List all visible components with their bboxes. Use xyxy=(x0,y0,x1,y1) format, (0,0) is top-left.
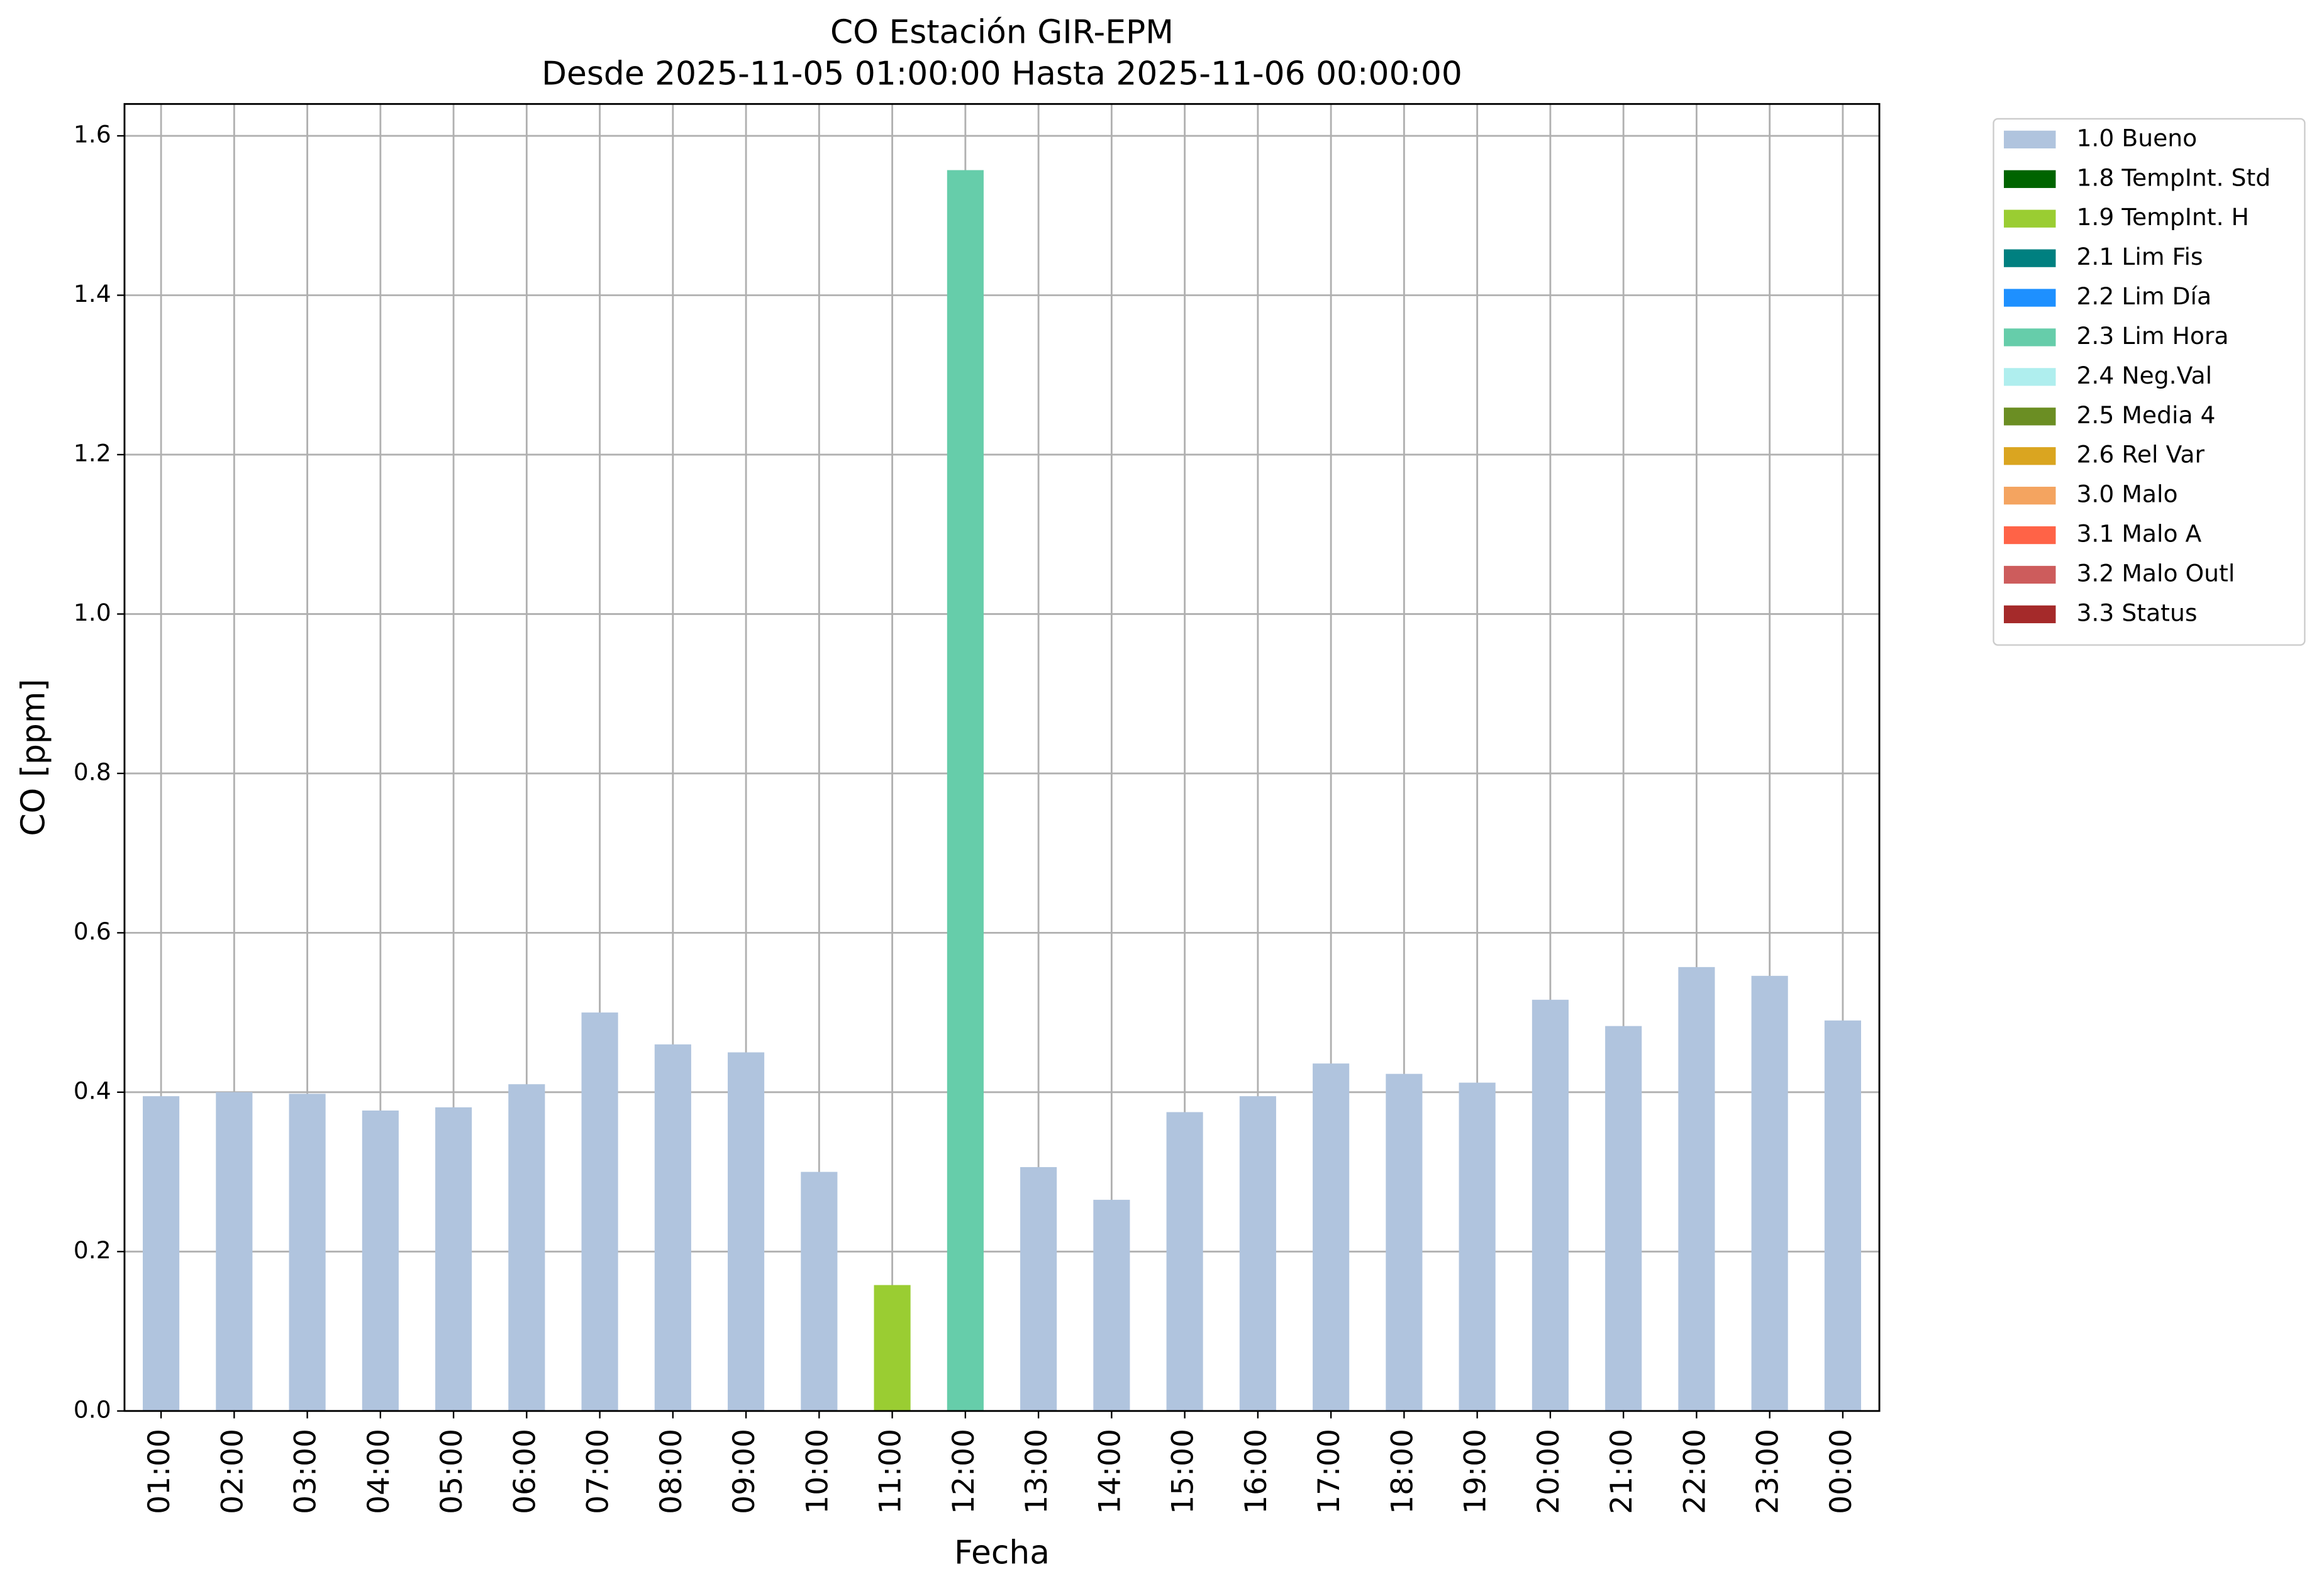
legend-swatch xyxy=(2003,170,2056,188)
y-tick-label: 0.6 xyxy=(74,917,111,945)
legend-swatch xyxy=(2003,209,2056,228)
bar xyxy=(654,1044,691,1411)
legend-swatch xyxy=(2003,249,2056,267)
legend-swatch xyxy=(2003,407,2056,426)
x-tick-label: 15:00 xyxy=(1166,1429,1201,1514)
legend-swatch xyxy=(2003,447,2056,465)
bar xyxy=(1093,1199,1130,1411)
legend-label: 3.1 Malo A xyxy=(2076,520,2201,548)
bar xyxy=(728,1052,765,1411)
x-tick-label: 08:00 xyxy=(654,1429,689,1514)
bar xyxy=(1532,999,1569,1411)
x-tick-label: 11:00 xyxy=(874,1429,908,1514)
chart-title: CO Estación GIR-EPM xyxy=(830,14,1174,52)
x-tick-label: 06:00 xyxy=(508,1429,542,1514)
bar xyxy=(143,1096,180,1411)
bar xyxy=(435,1107,472,1411)
x-tick-label: 16:00 xyxy=(1239,1429,1274,1514)
bar xyxy=(1605,1026,1642,1411)
y-tick-label: 1.2 xyxy=(74,439,111,467)
legend-label: 3.0 Malo xyxy=(2076,480,2177,508)
legend-label: 2.6 Rel Var xyxy=(2076,441,2204,468)
x-tick-label: 17:00 xyxy=(1312,1429,1347,1514)
legend-label: 2.2 Lim Día xyxy=(2076,282,2211,310)
x-tick-label: 00:00 xyxy=(1824,1429,1859,1514)
legend-swatch xyxy=(2003,289,2056,307)
x-tick-label: 10:00 xyxy=(800,1429,835,1514)
x-tick-label: 22:00 xyxy=(1677,1429,1712,1514)
bar xyxy=(362,1110,399,1411)
x-tick-label: 18:00 xyxy=(1385,1429,1420,1514)
bar xyxy=(1751,975,1788,1411)
bar xyxy=(1678,967,1715,1411)
plot-frame xyxy=(123,103,1881,1412)
bar xyxy=(874,1285,911,1411)
legend-swatch xyxy=(2003,130,2056,149)
x-tick-label: 07:00 xyxy=(581,1429,616,1514)
bar xyxy=(947,170,984,1411)
legend-label: 1.8 TempInt. Std xyxy=(2076,163,2271,191)
x-tick-label: 01:00 xyxy=(142,1429,177,1514)
bar xyxy=(1313,1063,1350,1411)
x-tick-label: 13:00 xyxy=(1020,1429,1054,1514)
legend-label: 3.3 Status xyxy=(2076,599,2197,626)
x-tick-label: 19:00 xyxy=(1459,1429,1493,1514)
legend-label: 2.5 Media 4 xyxy=(2076,401,2215,429)
legend-label: 2.1 Lim Fis xyxy=(2076,243,2203,270)
y-tick-label: 0.0 xyxy=(74,1395,111,1423)
y-tick-label: 0.2 xyxy=(74,1236,111,1264)
legend-label: 1.9 TempInt. H xyxy=(2076,203,2249,231)
y-tick-label: 1.6 xyxy=(74,121,111,148)
bar xyxy=(581,1012,618,1411)
legend-swatch xyxy=(2003,565,2056,584)
x-tick-label: 14:00 xyxy=(1093,1429,1127,1514)
legend-box xyxy=(1993,118,2306,646)
y-axis-label: CO [ppm] xyxy=(15,679,53,836)
bar xyxy=(1386,1073,1423,1411)
legend-label: 2.4 Neg.Val xyxy=(2076,362,2212,389)
bar xyxy=(1459,1082,1496,1411)
x-tick-label: 09:00 xyxy=(727,1429,762,1514)
bar xyxy=(801,1172,838,1411)
x-tick-label: 04:00 xyxy=(362,1429,396,1514)
x-tick-label: 21:00 xyxy=(1604,1429,1639,1514)
bar xyxy=(216,1092,253,1411)
bar xyxy=(1020,1167,1057,1411)
legend-swatch xyxy=(2003,605,2056,624)
legend-swatch xyxy=(2003,526,2056,545)
legend-label: 3.2 Malo Outl xyxy=(2076,559,2235,587)
y-tick-label: 1.0 xyxy=(74,599,111,626)
legend-swatch xyxy=(2003,368,2056,386)
y-tick-label: 1.4 xyxy=(74,280,111,308)
chart-subtitle: Desde 2025-11-05 01:00:00 Hasta 2025-11-… xyxy=(542,55,1462,93)
bar xyxy=(1239,1096,1276,1411)
bar xyxy=(1166,1112,1203,1411)
x-axis-label: Fecha xyxy=(954,1534,1050,1571)
legend-swatch xyxy=(2003,487,2056,505)
y-tick-label: 0.8 xyxy=(74,758,111,785)
bar xyxy=(1824,1020,1861,1411)
x-tick-label: 02:00 xyxy=(215,1429,250,1514)
x-tick-label: 20:00 xyxy=(1532,1429,1566,1514)
bar xyxy=(289,1094,326,1411)
y-tick-label: 0.4 xyxy=(74,1077,111,1104)
bar xyxy=(508,1084,545,1411)
x-tick-label: 23:00 xyxy=(1751,1429,1786,1514)
x-tick-label: 05:00 xyxy=(435,1429,469,1514)
legend-label: 1.0 Bueno xyxy=(2076,124,2197,152)
x-tick-label: 12:00 xyxy=(947,1429,981,1514)
legend-label: 2.3 Lim Hora xyxy=(2076,322,2228,350)
legend-swatch xyxy=(2003,328,2056,346)
x-tick-label: 03:00 xyxy=(289,1429,323,1514)
